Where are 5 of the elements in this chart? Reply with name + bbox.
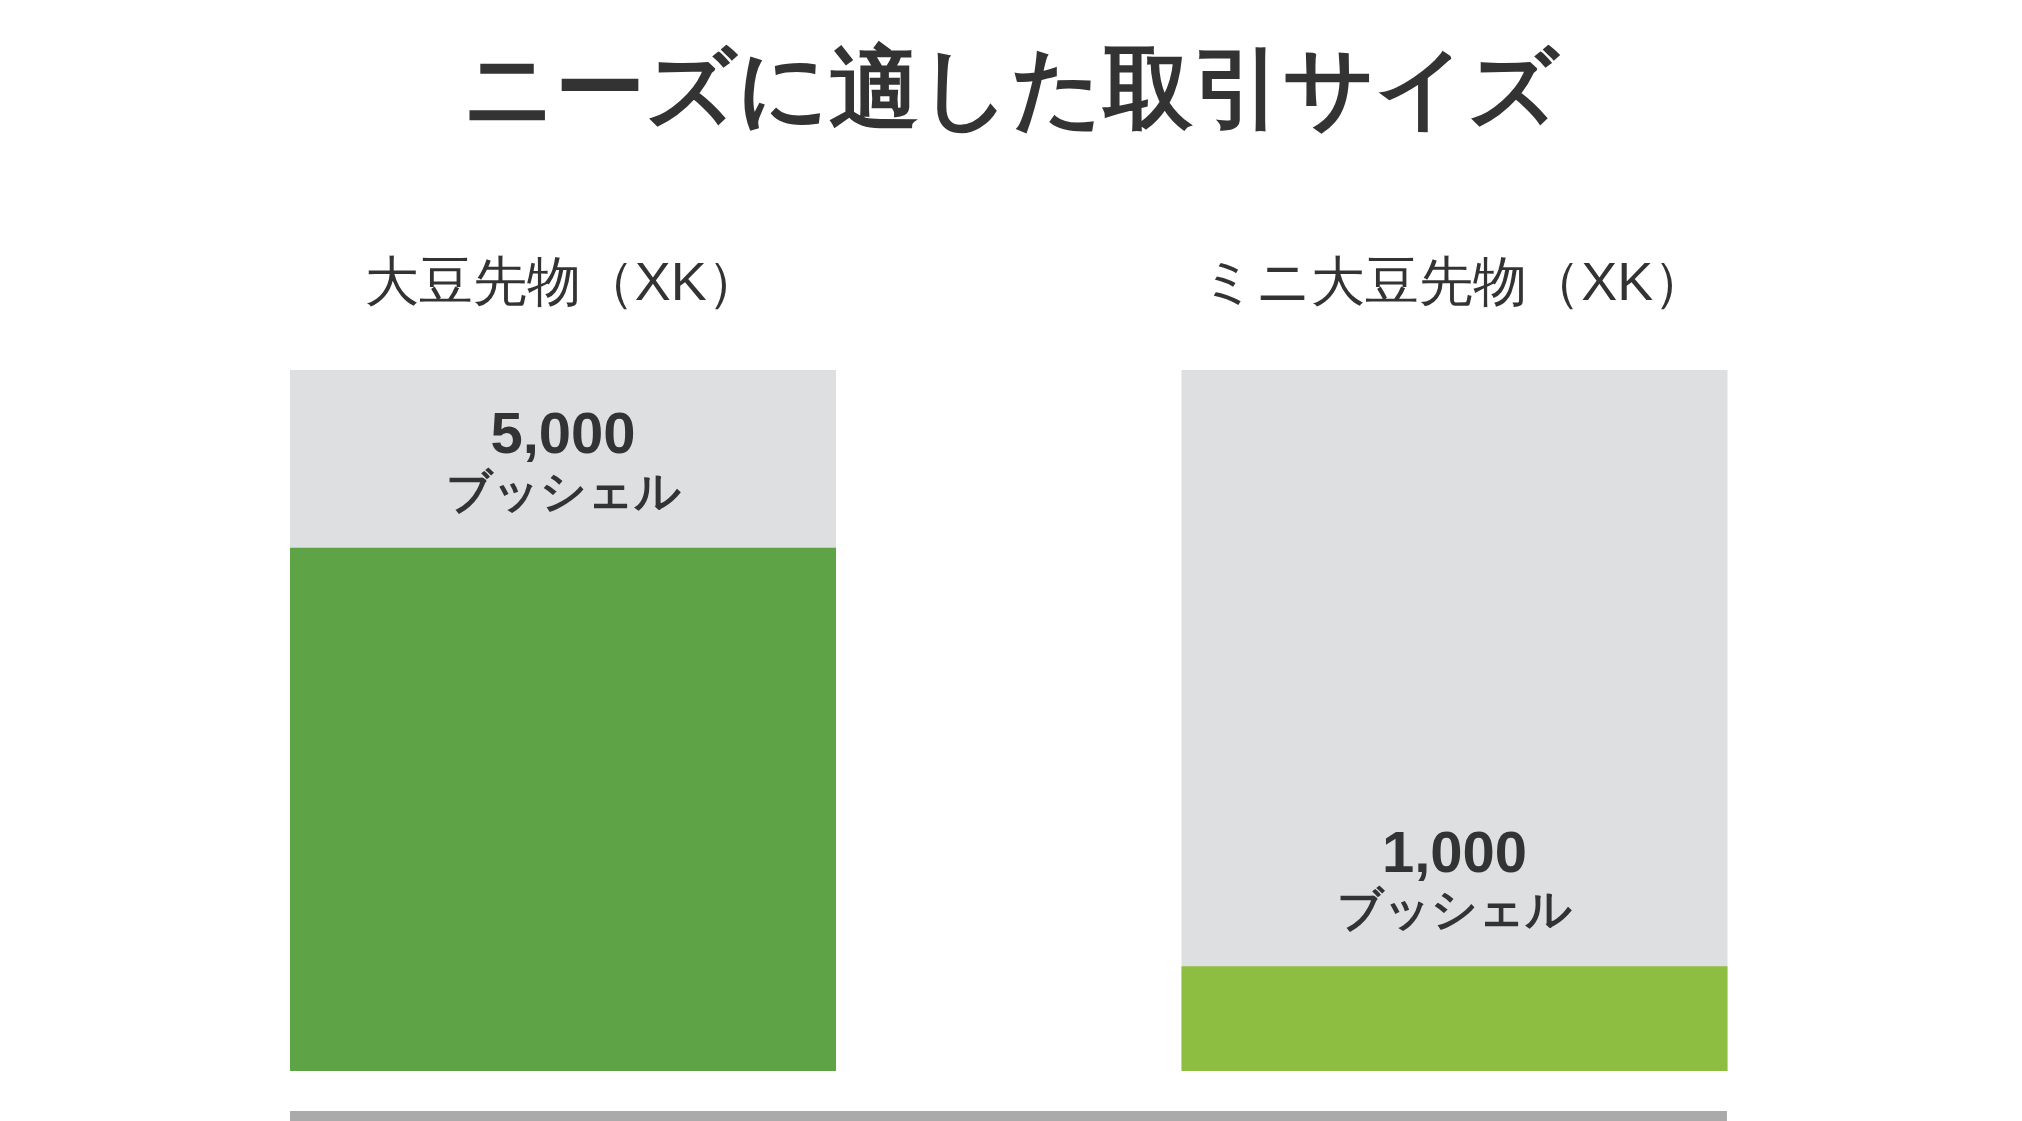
chart-title: ニーズに適した取引サイズ: [462, 38, 1561, 138]
x-tick-label: ミニ大豆先物（XK）: [1201, 251, 1708, 311]
x-tick-label: 大豆先物（XK）: [364, 251, 761, 311]
data-label: 1,000 ブッシェル: [1337, 818, 1572, 936]
data-label: 5,000 ブッシェル: [445, 400, 681, 517]
